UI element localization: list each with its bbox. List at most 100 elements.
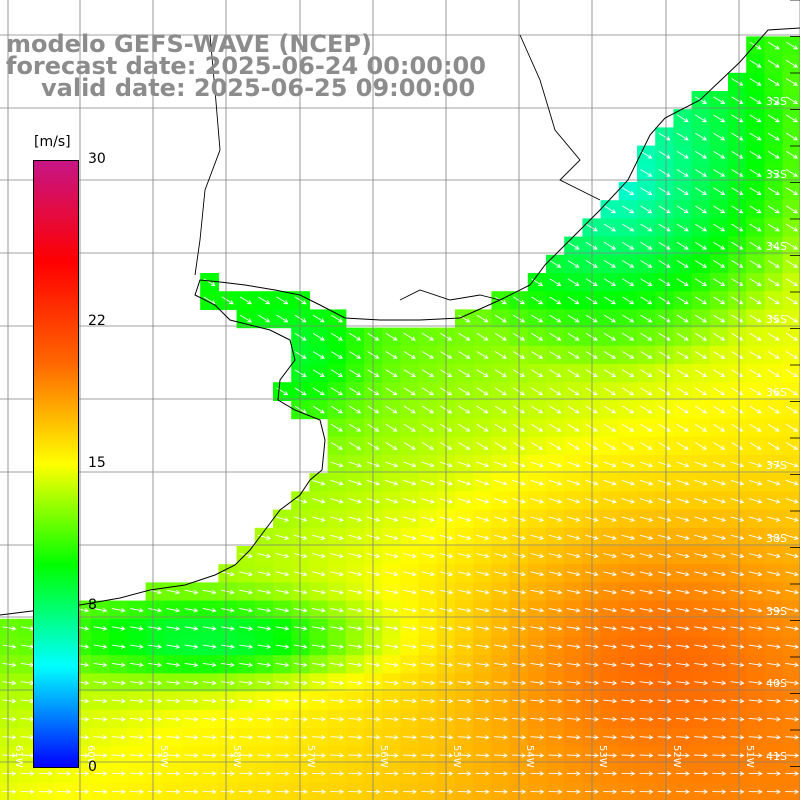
- wind-arrow: [403, 553, 417, 559]
- wind-arrow: [421, 644, 436, 649]
- wind-arrow: [713, 169, 726, 177]
- wind-arrow: [767, 78, 780, 86]
- wind-arrow: [749, 442, 762, 450]
- wind-arrow: [330, 680, 345, 686]
- wind-arrow: [403, 516, 417, 522]
- wind-arrow: [567, 423, 580, 432]
- wind-arrow: [785, 314, 798, 323]
- wind-arrow: [330, 534, 344, 540]
- wind-arrow: [731, 442, 744, 450]
- wind-arrow: [731, 314, 744, 323]
- wind-cell: [782, 145, 800, 165]
- colorbar: [33, 160, 79, 768]
- wind-arrow: [275, 516, 290, 522]
- wind-arrow: [621, 680, 636, 686]
- wind-arrow: [748, 662, 763, 668]
- wind-arrow: [421, 589, 436, 595]
- wind-arrow: [348, 680, 363, 686]
- wind-arrow: [566, 662, 581, 668]
- wind-arrow: [549, 442, 562, 450]
- wind-arrow: [566, 534, 581, 540]
- wind-arrow: [730, 608, 745, 613]
- wind-arrow: [730, 553, 745, 559]
- wind-arrow: [239, 626, 254, 631]
- wind-arrow: [385, 442, 398, 450]
- wind-arrow: [458, 387, 471, 396]
- wind-arrow: [749, 96, 762, 104]
- wind-arrow: [548, 735, 563, 740]
- wind-arrow: [494, 351, 507, 359]
- wind-arrow: [603, 260, 616, 268]
- wind-arrow: [276, 296, 289, 305]
- wind-arrow: [767, 314, 780, 323]
- wind-arrow: [421, 423, 434, 432]
- wind-arrow: [749, 187, 762, 195]
- wind-arrow: [676, 132, 689, 141]
- wind-arrow: [785, 716, 800, 722]
- wind-arrow: [384, 516, 399, 522]
- wind-arrow: [676, 351, 689, 359]
- wind-arrow: [402, 698, 417, 704]
- wind-arrow: [530, 716, 545, 722]
- wind-arrow: [257, 608, 272, 613]
- wind-arrow: [2, 753, 17, 758]
- wind-arrow: [657, 516, 672, 522]
- wind-arrow: [384, 771, 399, 776]
- wind-arrow: [639, 461, 654, 468]
- wind-arrow: [694, 716, 709, 722]
- wind-arrow: [384, 553, 399, 559]
- wind-arrow: [731, 241, 744, 250]
- wind-arrow: [584, 789, 599, 795]
- wind-arrow: [785, 114, 798, 123]
- wind-arrow: [402, 753, 417, 758]
- wind-arrow: [767, 150, 780, 159]
- wind-arrow: [730, 753, 745, 758]
- wind-arrow: [566, 608, 581, 613]
- wind-arrow: [603, 223, 616, 232]
- wind-arrow: [603, 571, 617, 577]
- wind-arrow: [749, 351, 762, 359]
- wind-arrow: [402, 716, 417, 722]
- wind-arrow: [676, 314, 689, 323]
- wind-arrow: [548, 589, 563, 595]
- wind-arrow: [457, 771, 472, 776]
- wind-arrow: [475, 789, 490, 795]
- wind-arrow: [658, 278, 671, 286]
- wind-arrow: [694, 442, 707, 450]
- wind-arrow: [785, 205, 798, 214]
- wind-arrow: [349, 332, 362, 341]
- colorbar-tick-label: 0: [88, 759, 97, 775]
- wind-arrow: [421, 662, 436, 668]
- wind-arrow: [621, 753, 636, 758]
- wind-arrow: [767, 132, 780, 141]
- wind-arrow: [712, 608, 727, 613]
- wind-arrow: [184, 680, 199, 686]
- wind-arrow: [766, 789, 781, 795]
- wind-arrow: [239, 553, 253, 559]
- wind-arrow: [767, 423, 780, 432]
- wind-arrow: [767, 169, 780, 177]
- wind-arrow: [713, 442, 726, 450]
- wind-arrow: [166, 608, 181, 613]
- wind-arrow: [494, 644, 508, 649]
- wind-arrow: [767, 589, 781, 595]
- lat-label: 40S: [766, 677, 787, 690]
- wind-arrow: [785, 498, 799, 504]
- wind-arrow: [493, 771, 508, 776]
- wind-arrow: [712, 753, 727, 758]
- wind-arrow: [166, 626, 181, 631]
- wind-arrow: [749, 369, 762, 377]
- wind-arrow: [658, 369, 671, 377]
- wind-arrow: [348, 698, 363, 704]
- wind-arrow: [275, 553, 290, 559]
- wind-arrow: [239, 771, 254, 776]
- wind-arrow: [421, 571, 435, 577]
- wind-arrow: [640, 223, 653, 232]
- wind-arrow: [694, 461, 708, 468]
- wind-arrow: [603, 608, 618, 613]
- wind-arrow: [694, 698, 709, 704]
- wind-arrow: [767, 241, 780, 250]
- wind-arrow: [566, 553, 581, 559]
- lon-label: 54W: [524, 745, 535, 768]
- wind-arrow: [384, 662, 399, 668]
